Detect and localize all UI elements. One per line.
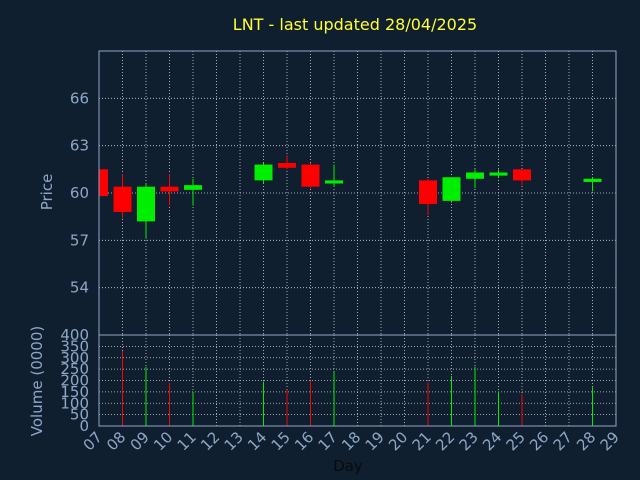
candle-body [113, 186, 132, 212]
candle-body [442, 177, 461, 201]
x-ticks: 0708091011121314151617181920212223242526… [80, 428, 623, 454]
price-axis-label: Price [38, 174, 56, 211]
volume-tick-label: 0 [79, 417, 89, 435]
volume-tick-label: 150 [60, 383, 89, 401]
candle-body [513, 169, 531, 181]
candle-body [325, 180, 343, 184]
candle-body [583, 178, 602, 182]
candle-body [419, 180, 437, 205]
candle-body [99, 169, 108, 197]
candle-body [254, 164, 273, 181]
chart-title: LNT - last updated 28/04/2025 [233, 15, 477, 34]
candle-body [160, 186, 179, 192]
volume-tick-label: 350 [60, 337, 89, 355]
price-y-ticks: 54 57 60 63 66 [70, 89, 89, 296]
volume-tick-label: 250 [60, 360, 89, 378]
price-tick-label: 60 [70, 184, 89, 202]
candle-body [278, 163, 296, 168]
candle-body [301, 164, 320, 187]
volume-panel-frame [98, 334, 617, 427]
candle-body [489, 172, 508, 176]
volume-tick-label: 400 [60, 326, 89, 344]
candle-body [137, 186, 155, 222]
price-tick-label: 57 [70, 231, 89, 249]
volume-tick-label: 50 [70, 406, 89, 424]
price-tick-label: 63 [70, 137, 89, 155]
price-tick-label: 54 [70, 279, 89, 297]
volume-axis-label: Volume (0000) [28, 326, 46, 436]
volume-bars [122, 350, 593, 426]
candle-body [184, 185, 202, 190]
candle-body [466, 172, 484, 179]
x-axis-label: Day [333, 457, 363, 475]
volume-tick-label: 300 [60, 349, 89, 367]
price-tick-label: 66 [70, 89, 89, 107]
volume-tick-label: 100 [60, 394, 89, 412]
volume-tick-label: 200 [60, 372, 89, 390]
